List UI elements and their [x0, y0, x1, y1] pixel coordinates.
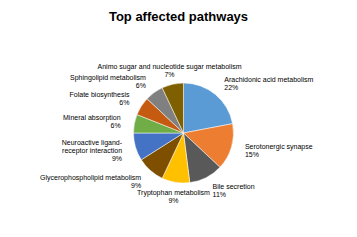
- svg-text:Animo sugar and nucleotide sug: Animo sugar and nucleotide sugar metabol…: [98, 63, 242, 78]
- html-text:Top affected pathways: Top affected pathways: [108, 9, 249, 24]
- svg-text:Bile secretion11%: Bile secretion11%: [213, 183, 255, 198]
- svg-text:Arachidonic acid metabolism22%: Arachidonic acid metabolism22%: [224, 76, 313, 91]
- svg-text:Folate biosynthesis6%: Folate biosynthesis6%: [70, 91, 130, 106]
- svg-text:Sphingolipid metabolism6%: Sphingolipid metabolism6%: [70, 74, 146, 89]
- svg-text:Glycerophospholipid metabolism: Glycerophospholipid metabolism9%: [40, 174, 141, 189]
- svg-text:Mineral absorption6%: Mineral absorption6%: [63, 114, 121, 129]
- svg-text:Tryptophan metabolism9%: Tryptophan metabolism9%: [137, 189, 210, 204]
- svg-text:Neuroactive ligand-receptor in: Neuroactive ligand-receptor interaction9…: [62, 139, 123, 162]
- svg-text:Serotonergic synapse15%: Serotonergic synapse15%: [245, 143, 313, 158]
